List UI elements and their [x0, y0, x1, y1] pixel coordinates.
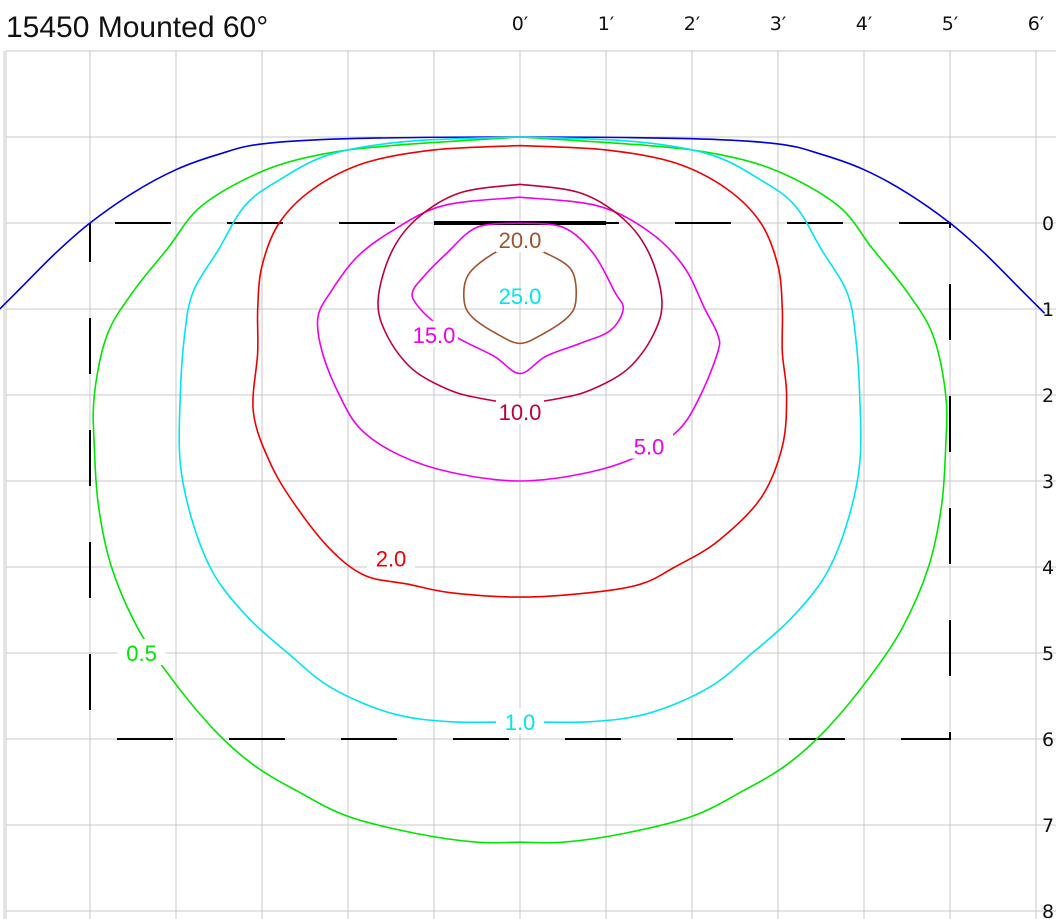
contour-label-25.0: 25.0 — [499, 284, 542, 309]
contour-label-bg-0.5 — [117, 639, 166, 665]
contour-label-2.0: 2.0 — [376, 546, 407, 571]
y-tick-label: 0 — [1042, 213, 1054, 235]
y-tick-label: 6 — [1042, 729, 1054, 751]
contour-20.0 — [462, 243, 578, 345]
y-tick-label: 1 — [1042, 299, 1054, 321]
chart-title: 15450 Mounted 60° — [6, 11, 268, 44]
contour-label-bg-15.0 — [410, 320, 458, 347]
contour-lines — [0, 136, 1046, 844]
contour-2.0 — [252, 144, 788, 598]
y-tick-label: 5 — [1042, 643, 1054, 665]
contour-label-bg-1.0 — [496, 707, 544, 734]
contour-label-bg-5.0 — [625, 432, 673, 459]
contour-label-20.0: 20.0 — [499, 228, 542, 253]
y-tick-label: 2 — [1042, 385, 1054, 407]
contour-label-bg-10.0 — [496, 398, 544, 425]
contour-label-1.0: 1.0 — [505, 710, 536, 735]
y-tick-label: 8 — [1042, 901, 1054, 919]
x-tick-label: 1′ — [598, 13, 614, 35]
x-tick-label: 0′ — [512, 13, 528, 35]
contour-15.0 — [411, 222, 625, 375]
y-tick-label: 3 — [1042, 471, 1054, 493]
contour-label-bg-2.0 — [367, 544, 415, 571]
x-tick-label: 2′ — [684, 13, 700, 35]
contour-label-10.0: 10.0 — [499, 400, 542, 425]
x-tick-label: 5′ — [942, 13, 958, 35]
contour-label-0.5: 0.5 — [126, 641, 157, 666]
contour-0.5 — [92, 136, 948, 844]
x-tick-label: 3′ — [770, 13, 786, 35]
grid — [3, 50, 1056, 919]
y-tick-label: 7 — [1042, 815, 1054, 837]
contour-5.0 — [316, 196, 721, 482]
axis-ticks: 0′ 1′ 2′ 3′ 4′ 5′ 6′ 0 1 2 3 4 5 6 7 8 — [512, 13, 1054, 919]
contour-label-5.0: 5.0 — [634, 435, 665, 460]
y-tick-label: 4 — [1042, 557, 1054, 579]
contour-label-15.0: 15.0 — [413, 323, 456, 348]
contour-labels: 0.5 1.0 2.0 5.0 10.0 15.0 20.0 25.0 — [117, 226, 673, 735]
footprint-rectangle-border — [89, 222, 951, 740]
x-tick-label: 6′ — [1028, 13, 1044, 35]
x-tick-label: 4′ — [856, 13, 872, 35]
contour-label-bg-20.0 — [496, 226, 544, 253]
